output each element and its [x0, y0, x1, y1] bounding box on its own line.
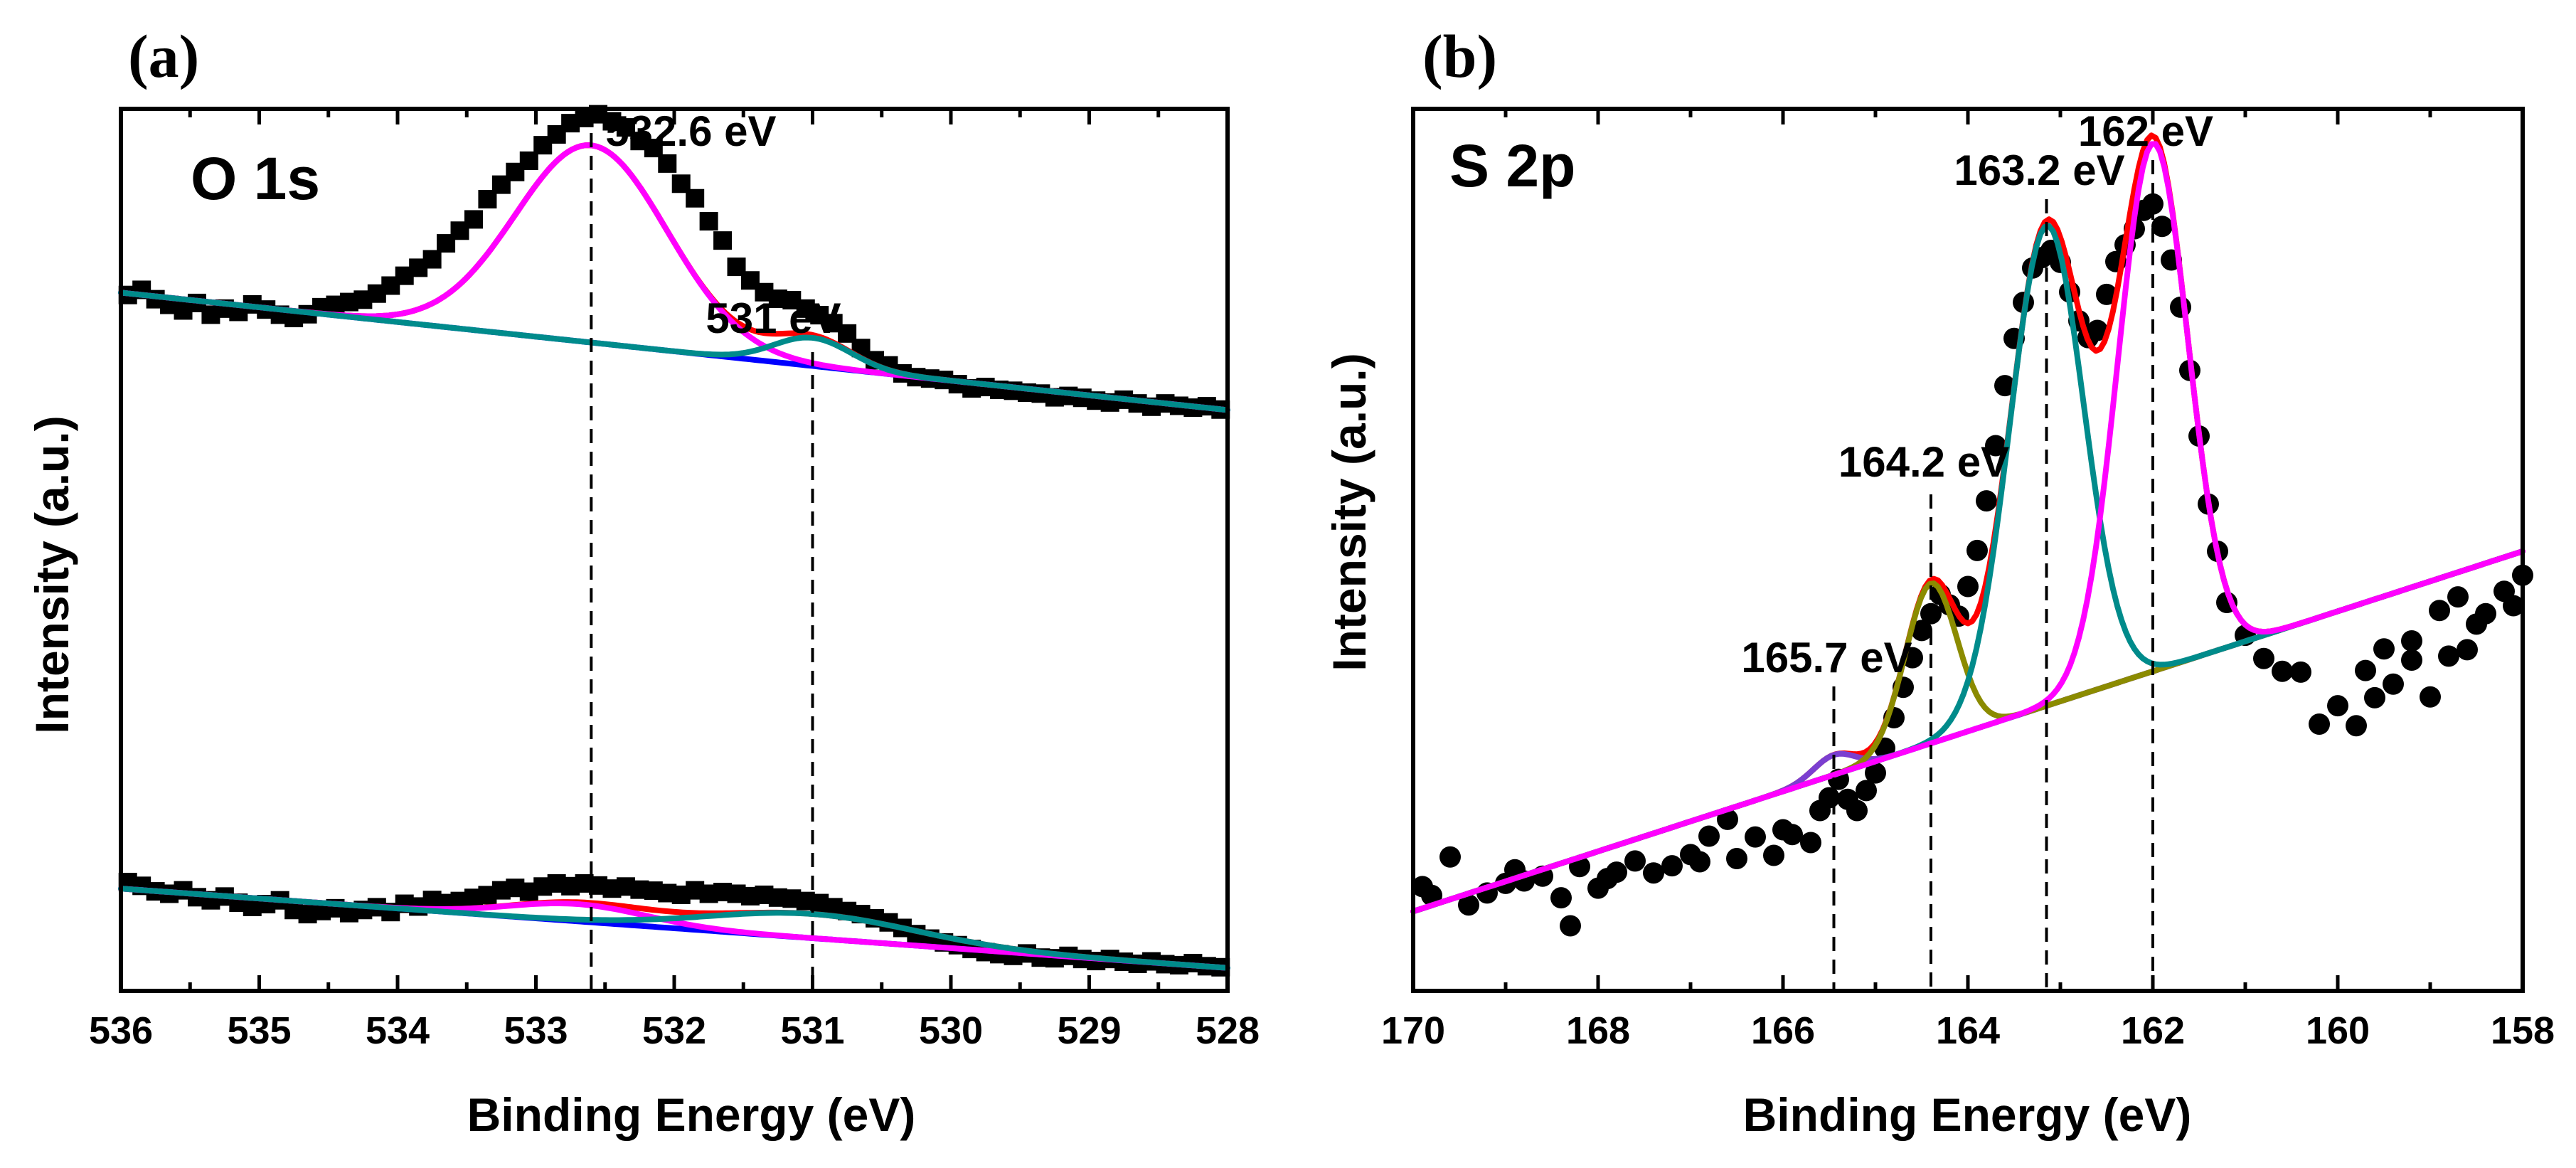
data-point — [2420, 686, 2441, 708]
data-point — [1800, 832, 1821, 854]
plot-frame — [1411, 107, 2525, 993]
data-point — [519, 151, 538, 170]
data-point — [2355, 659, 2376, 681]
plot-area: 536 535 534 533 532 531 530 529 528 532.6 eV 531 e… — [89, 105, 1260, 1052]
plot-frame — [119, 107, 1230, 993]
data-point — [2346, 715, 2367, 737]
data-point — [1560, 915, 1581, 937]
data-point — [464, 210, 483, 229]
data-point — [2151, 216, 2173, 238]
data-point — [1458, 894, 1479, 916]
x-tick-label: 164 — [1936, 1009, 2000, 1052]
panel-title: O 1s — [191, 145, 320, 212]
data-point — [1782, 824, 1803, 846]
peak-label: 532.6 eV — [605, 107, 776, 155]
y-axis-title: Intensity (a.u.) — [26, 415, 78, 733]
data-point — [2290, 661, 2311, 683]
data-point — [1856, 780, 1877, 802]
data-point — [2253, 647, 2274, 669]
data-point — [1698, 825, 1720, 847]
data-point — [1763, 844, 1784, 866]
data-point — [686, 189, 705, 208]
data-point — [1606, 861, 1627, 883]
data-point — [1994, 375, 2016, 397]
panel-label: (b) — [1422, 22, 1497, 90]
data-point — [2401, 649, 2422, 671]
data-point — [1624, 850, 1646, 872]
data-point — [1976, 490, 1997, 512]
data-point — [644, 139, 663, 158]
data-point — [2327, 695, 2348, 717]
plot-area: 170 168 166 164 162 160 158 165.7 eV 164.2 eV 163… — [1381, 107, 2555, 1052]
component-peak — [1410, 223, 2526, 915]
component-peak — [1410, 141, 2526, 915]
x-tick-label: 166 — [1751, 1009, 1815, 1052]
data-point — [1966, 539, 1988, 561]
peak-label: 162 eV — [2078, 107, 2213, 155]
data-point — [1865, 762, 1886, 784]
peak-label: 531 eV — [706, 294, 841, 342]
data-point — [2503, 595, 2524, 617]
envelope-line — [1410, 132, 2526, 915]
data-point — [2457, 639, 2478, 661]
x-tick-label: 158 — [2491, 1009, 2555, 1052]
x-tick-label: 529 — [1057, 1009, 1121, 1052]
data-point — [1439, 846, 1461, 868]
x-axis-title: Binding Energy (eV) — [1743, 1088, 2192, 1141]
data-point — [1819, 787, 1840, 809]
data-point — [2383, 673, 2404, 695]
data-point — [699, 212, 718, 231]
data-point — [2309, 713, 2330, 735]
x-tick-label: 168 — [1566, 1009, 1630, 1052]
data-point — [2142, 193, 2163, 215]
data-point — [2429, 600, 2450, 622]
panel-title: S 2p — [1449, 132, 1575, 199]
data-point — [1745, 826, 1766, 848]
data-point — [1846, 800, 1868, 822]
x-tick-label: 528 — [1196, 1009, 1260, 1052]
peak-label: 163.2 eV — [1954, 147, 2124, 194]
component-peak — [118, 290, 1230, 413]
peak-label: 164.2 eV — [1838, 438, 2009, 486]
x-tick-label: 532 — [642, 1009, 706, 1052]
data-point — [2401, 630, 2422, 652]
data-point — [658, 154, 677, 173]
x-tick-label: 530 — [919, 1009, 983, 1052]
panel-label: (a) — [128, 22, 199, 90]
y-axis-title: Intensity (a.u.) — [1323, 353, 1375, 671]
data-point — [2096, 283, 2117, 305]
data-point — [1957, 575, 1979, 598]
data-point — [2438, 645, 2459, 667]
x-tick-label: 531 — [780, 1009, 844, 1052]
data-point — [1985, 435, 2006, 457]
data-point — [2466, 613, 2487, 635]
x-tick-label: 536 — [89, 1009, 153, 1052]
data-point — [1689, 851, 1710, 873]
data-point — [1911, 620, 1932, 642]
data-point — [713, 231, 733, 250]
component-peak — [118, 886, 1230, 971]
data-point — [2272, 660, 2293, 682]
x-tick-label: 162 — [2121, 1009, 2185, 1052]
data-point — [1661, 855, 1683, 877]
panel-a: (a) O 1s Binding Energy (eV) Intensity (… — [26, 22, 1260, 1141]
data-point — [2364, 686, 2385, 708]
data-point — [1550, 887, 1572, 909]
panel-b: (b) S 2p Binding Energy (eV) Intensity (… — [1323, 22, 2555, 1141]
x-tick-label: 170 — [1381, 1009, 1445, 1052]
x-axis-title: Binding Energy (eV) — [467, 1088, 916, 1141]
data-point — [1726, 848, 1747, 869]
data-point — [422, 250, 442, 269]
data-point — [2087, 319, 2108, 341]
x-tick-label: 535 — [227, 1009, 291, 1052]
x-tick-label: 533 — [504, 1009, 568, 1052]
data-point — [1643, 862, 1664, 884]
data-point — [2447, 586, 2469, 608]
peak-label: 165.7 eV — [1741, 634, 1912, 681]
data-point — [2373, 638, 2395, 660]
x-tick-label: 160 — [2306, 1009, 2370, 1052]
x-tick-label: 534 — [366, 1009, 430, 1052]
